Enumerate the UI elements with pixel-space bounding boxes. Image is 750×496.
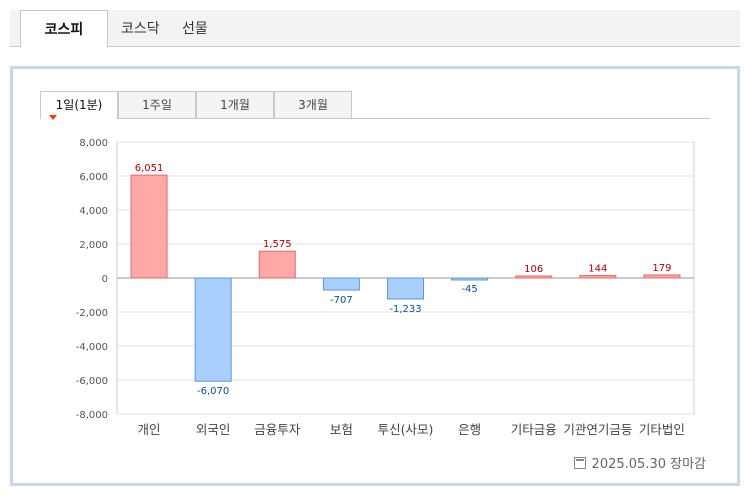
tab-kosdaq[interactable]: 코스닥	[121, 21, 160, 37]
data-label: 106	[524, 264, 543, 275]
tab-futures[interactable]: 선물	[182, 21, 208, 37]
bar-1	[130, 174, 168, 279]
x-tick-label: 외국인	[196, 422, 231, 437]
bar-3	[258, 250, 296, 279]
x-tick-label: 기관연기금등	[563, 422, 632, 437]
y-tick-label: 4,000	[79, 206, 108, 217]
y-tick-label: -4,000	[76, 342, 108, 353]
data-label: -707	[330, 295, 353, 306]
bar-9	[643, 274, 681, 279]
tab-period-1day[interactable]: 1일(1분)	[40, 91, 118, 119]
bar-8	[579, 275, 617, 279]
tab-period-1month[interactable]: 1개월	[196, 91, 274, 118]
x-tick-label: 금융투자	[254, 422, 301, 437]
data-label: 6,051	[135, 163, 164, 174]
y-tick-label: 8,000	[79, 138, 108, 149]
data-label: -45	[461, 284, 477, 295]
y-tick-label: -8,000	[76, 410, 108, 421]
bar-2	[194, 277, 232, 382]
tab-period-1week[interactable]: 1주일	[118, 91, 196, 118]
period-tab-bar: 1일(1분) 1주일 1개월 3개월	[40, 91, 710, 119]
data-label: -6,070	[197, 386, 229, 397]
x-tick-label: 은행	[458, 422, 481, 437]
x-tick-label: 보험	[330, 422, 353, 437]
active-tab-marker-icon	[49, 115, 57, 120]
data-label: 179	[652, 263, 671, 274]
y-tick-label: 2,000	[79, 240, 108, 251]
x-tick-label: 개인	[138, 422, 161, 437]
footer-status: 2025.05.30 장마감	[573, 453, 706, 472]
x-tick-label: 기타법인	[639, 422, 685, 437]
data-label: 1,575	[263, 239, 292, 250]
bar-6	[451, 277, 489, 281]
y-tick-label: 6,000	[79, 172, 108, 183]
x-tick-label: 투신(사모)	[378, 422, 434, 437]
tab-period-3month[interactable]: 3개월	[274, 91, 352, 118]
bar-7	[515, 275, 553, 279]
bar-4	[322, 277, 360, 291]
tab-kospi[interactable]: 코스피	[20, 10, 108, 48]
bar-5	[387, 277, 424, 300]
market-tab-bar: 코스피 코스닥 선물	[10, 10, 740, 48]
market-close-date: 2025.05.30 장마감	[591, 457, 706, 472]
data-label: -1,233	[389, 304, 421, 315]
calendar-icon	[573, 456, 586, 469]
y-tick-label: -2,000	[76, 308, 108, 319]
y-tick-label: -6,000	[76, 376, 108, 387]
y-tick-label: 0	[102, 274, 108, 285]
x-tick-label: 기타금융	[511, 422, 557, 437]
data-label: 144	[588, 264, 607, 275]
